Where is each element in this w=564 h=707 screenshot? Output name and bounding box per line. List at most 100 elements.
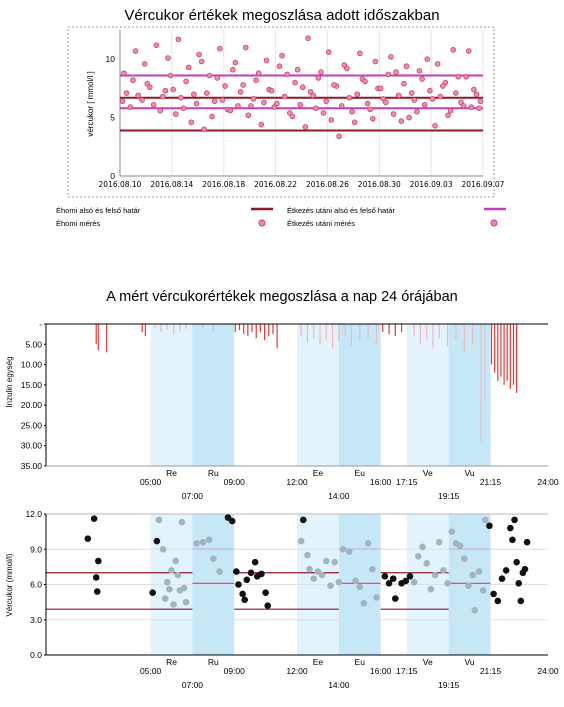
chart1-post-point — [175, 36, 182, 43]
legend-fasting-measurement: Éhomi mérés — [56, 219, 100, 228]
chart1-post-point — [299, 84, 306, 91]
chart3-point-light — [216, 568, 223, 575]
chart1-post-point — [445, 112, 451, 119]
chart1-post-point — [248, 103, 254, 109]
chart2-bars — [95, 324, 518, 442]
chart1-post-point — [362, 78, 368, 85]
chart1-x-tick: 2016.09.03 — [410, 180, 453, 189]
chart3-point-light — [322, 557, 330, 565]
chart1-post-point — [191, 91, 197, 98]
chart2-y-tick: 25.00 — [21, 420, 43, 430]
chart1-fasting-point — [302, 124, 309, 130]
chart3-x-tick: 05:00 — [140, 666, 162, 676]
chart1-fasting-point — [198, 58, 205, 65]
chart3-y-tick: 3.0 — [30, 615, 42, 625]
chart3-x-tick-secondary: 14:00 — [328, 680, 350, 690]
chart2-ylabel: Inzulin egység — [5, 356, 14, 407]
chart3-point-light — [419, 543, 426, 551]
chart1-post-point — [144, 80, 151, 87]
chart3-x-tick-secondary: 07:00 — [182, 680, 204, 690]
chart1-post-point — [217, 45, 223, 52]
chart1-post-point — [253, 77, 259, 84]
chart1-post-point — [127, 104, 134, 110]
chart1-fasting-point — [204, 90, 210, 96]
chart3-point-light — [431, 571, 439, 579]
chart2-y-tick: 10.00 — [21, 360, 43, 370]
chart1-post-point — [450, 47, 456, 53]
chart1-post-point — [320, 110, 327, 116]
chart1-fasting-point — [162, 87, 169, 94]
chart1-fasting-point — [261, 99, 267, 106]
chart3-point-dark — [521, 565, 529, 573]
chart2-x-tick: 05:00 — [140, 477, 162, 487]
chart1-fasting-point — [437, 93, 444, 100]
chart1-post-point — [315, 75, 322, 81]
chart2-y-tick: 30.00 — [21, 441, 43, 451]
chart1-y-tick: 5 — [110, 113, 115, 123]
chart3-point-light — [170, 601, 177, 608]
chart1-y-tick: 10 — [106, 54, 116, 64]
chart1-post-point — [196, 51, 202, 58]
chart1-post-point — [232, 59, 239, 66]
chart3-point-light — [410, 578, 418, 586]
chart1-ylabel: vércukor [ mmol/l ] — [86, 71, 95, 136]
chart1-title: Vércukor értékek megoszlása adott idősza… — [124, 7, 439, 24]
chart3-point-light — [172, 557, 179, 565]
chart3-y-tick: 9.0 — [30, 544, 42, 554]
chart1-fasting-point — [183, 78, 189, 85]
chart1-post-point — [310, 92, 316, 99]
chart1-post-point — [305, 35, 311, 41]
chart3-point-light — [318, 571, 326, 579]
chart1-x-tick: 2016.08.22 — [254, 180, 297, 189]
chart2-meal-label: Ve — [423, 468, 433, 478]
chart3-point-light — [448, 528, 456, 535]
chart1-fasting-point — [281, 93, 288, 100]
chart3-point-light — [465, 582, 472, 589]
chart3-x-tick: 12:00 — [286, 666, 308, 676]
chart1-post-point — [268, 87, 275, 94]
chart3-point-dark — [515, 580, 523, 587]
chart1-post-point — [471, 86, 477, 93]
chart3-point-light — [199, 538, 207, 546]
chart1-post-point — [206, 72, 213, 79]
chart1-post-point — [336, 133, 342, 140]
chart3-point-dark — [490, 590, 497, 598]
chart1-post-point — [331, 82, 337, 88]
chart3-point-light — [297, 537, 305, 545]
chart2-x-tick-secondary: 14:00 — [328, 491, 350, 501]
chart3-point-light — [168, 567, 175, 574]
chart1-post-point — [222, 83, 228, 89]
chart2-meal-label: Ee — [313, 468, 324, 478]
chart3-point-light — [360, 600, 368, 607]
chart3-point-light — [166, 585, 173, 593]
chart1-post-point — [465, 48, 472, 54]
chart3-y-tick: 0.0 — [30, 650, 42, 660]
chart3-point-light — [159, 545, 167, 553]
chart3-x-ticks: 05:00 09:00 12:00 16:00 17:15 21:15 24:00 07:00… — [140, 657, 559, 690]
chart1-fasting-point — [229, 66, 236, 73]
chart2-axes — [45, 323, 548, 467]
chart1-fasting-point — [406, 114, 412, 121]
chart3-point-dark — [523, 538, 531, 546]
chart3-point-light — [356, 583, 364, 591]
chart1-post-point — [185, 64, 192, 71]
chart3-point-light — [427, 585, 435, 593]
chart1-x-tick: 2016.08.26 — [306, 180, 349, 189]
chart1-fasting-point — [323, 98, 329, 105]
chart3-point-light — [304, 551, 311, 559]
chart1-post-point — [424, 56, 431, 62]
chart2-meal-band — [192, 324, 235, 466]
chart3-point-light — [352, 577, 359, 585]
chart1-post-point — [159, 93, 166, 100]
chart3-x-tick: 09:00 — [224, 666, 246, 676]
chart1-post-point — [419, 76, 425, 82]
chart2-x-tick: 21:15 — [480, 477, 502, 487]
chart1-fasting-point — [292, 79, 298, 86]
chart2-x-tick: 24:00 — [537, 477, 559, 487]
chart1-fasting-point — [395, 92, 402, 99]
chart1-post-point — [132, 48, 139, 54]
chart3-point-light — [369, 565, 376, 573]
chart1-fasting-point — [468, 104, 475, 110]
chart1-fasting-point — [364, 100, 371, 107]
chart2-meal-label: Vu — [465, 468, 475, 478]
